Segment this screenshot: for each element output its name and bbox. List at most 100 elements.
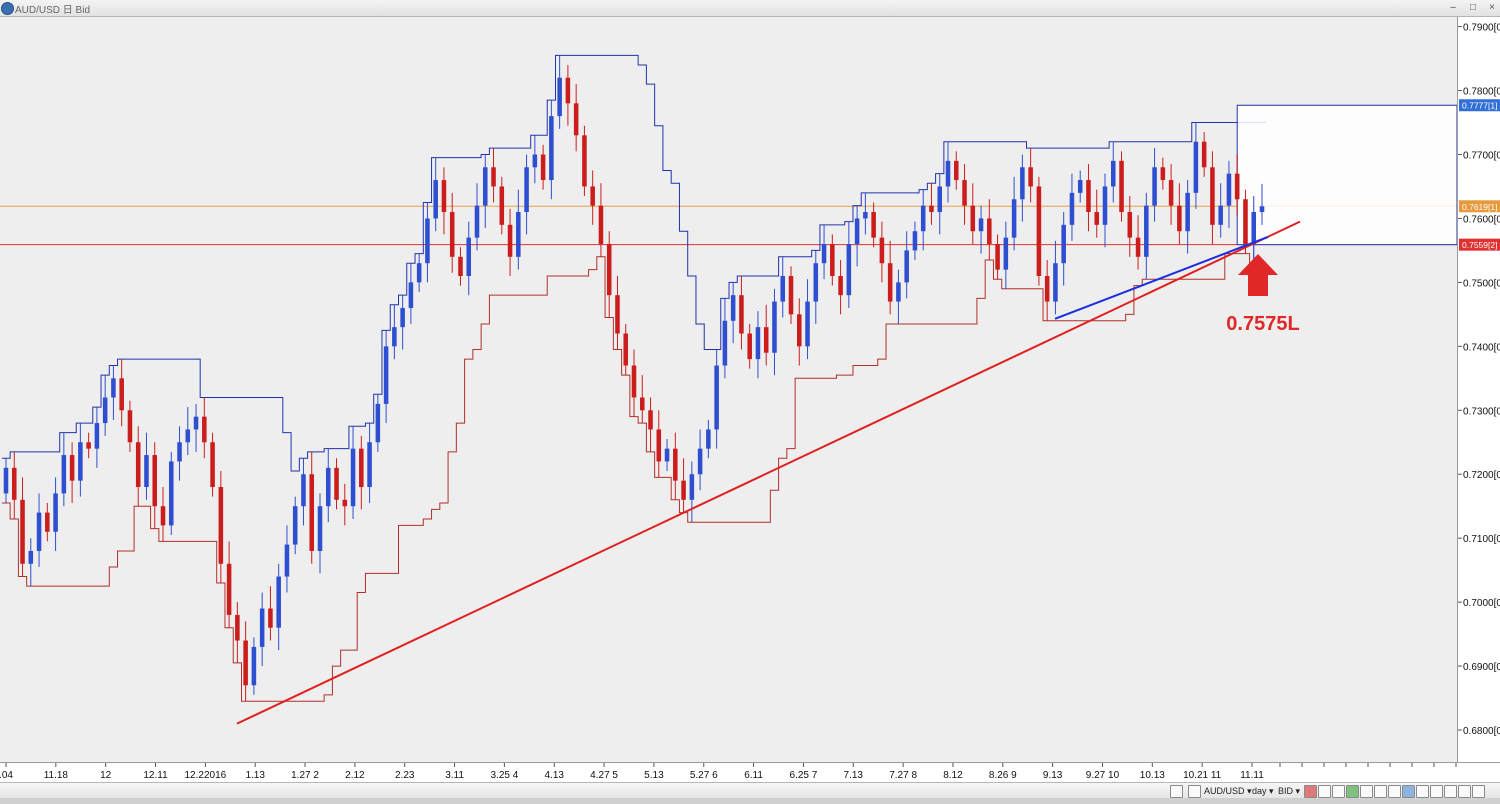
candle-body bbox=[1119, 160, 1124, 213]
magnifier-icon[interactable] bbox=[1472, 785, 1485, 798]
arrow-icon[interactable] bbox=[1444, 785, 1457, 798]
candle-body bbox=[1028, 167, 1033, 187]
candle-body bbox=[102, 397, 108, 424]
scroll-end-icon[interactable] bbox=[1188, 785, 1201, 798]
candle-body bbox=[284, 544, 290, 577]
chart-type-icon[interactable] bbox=[1332, 785, 1345, 798]
candle-body bbox=[1168, 180, 1174, 206]
candle-body bbox=[433, 180, 438, 219]
print-icon[interactable] bbox=[1416, 785, 1429, 798]
crosshair-icon[interactable] bbox=[1360, 785, 1373, 798]
candle-body bbox=[1011, 199, 1017, 238]
candle-body bbox=[342, 499, 348, 507]
candle-body bbox=[1044, 275, 1050, 302]
candle-body bbox=[854, 218, 860, 245]
candle-body bbox=[425, 218, 430, 264]
candle-body bbox=[929, 205, 934, 213]
candle-body bbox=[259, 608, 265, 647]
candle-body bbox=[953, 160, 959, 181]
candle-body bbox=[887, 263, 893, 302]
scroll-handle-icon[interactable] bbox=[1170, 785, 1183, 798]
minimize-icon[interactable]: – bbox=[1450, 2, 1456, 13]
candle-body bbox=[127, 410, 133, 443]
candle-body bbox=[1036, 186, 1042, 276]
candle-body bbox=[1210, 167, 1215, 225]
price-axis[interactable]: 0.7900[0 0.7800[0 0.7700[0 0.7600[0 0.7500[0… bbox=[1457, 17, 1500, 762]
candle-body bbox=[1177, 205, 1182, 232]
time-tick-label: .04 bbox=[0, 770, 13, 781]
chart-toolbar: AUD/USD ▾ day ▾ BID ▾ bbox=[0, 782, 1500, 799]
chart-plot-area[interactable]: 0.7575L bbox=[0, 17, 1458, 762]
candle-body bbox=[135, 442, 141, 488]
candle-body bbox=[458, 256, 463, 276]
candle-body bbox=[904, 250, 909, 283]
line-style-icon[interactable] bbox=[1318, 785, 1331, 798]
candle-body bbox=[540, 154, 546, 181]
candle-body bbox=[780, 275, 786, 302]
candle-style-icon[interactable] bbox=[1304, 785, 1317, 798]
candle-body bbox=[1185, 192, 1190, 232]
candle-body bbox=[292, 506, 298, 545]
candle-body bbox=[606, 244, 612, 296]
candle-body bbox=[805, 301, 810, 347]
candle-body bbox=[846, 244, 852, 296]
candle-body bbox=[871, 212, 876, 238]
candle-body bbox=[772, 301, 777, 353]
candle-body bbox=[995, 244, 1000, 270]
candle-body bbox=[987, 218, 992, 245]
zoom-out-icon[interactable] bbox=[1388, 785, 1401, 798]
time-axis[interactable]: .04 11.18 12 12.11 12.22016 1.13 1.27 2 2.12 2.2… bbox=[0, 762, 1457, 783]
candle-body bbox=[912, 231, 918, 251]
symbol-select[interactable]: AUD/USD ▾ bbox=[1204, 786, 1252, 796]
candle-body bbox=[491, 167, 496, 187]
candle-body bbox=[482, 167, 488, 206]
settings-icon[interactable] bbox=[1430, 785, 1443, 798]
candle-body bbox=[168, 461, 174, 526]
candle-body bbox=[334, 467, 339, 500]
candle-body bbox=[1243, 199, 1248, 245]
price-type-select[interactable]: BID ▾ bbox=[1278, 786, 1301, 796]
candle-body bbox=[1234, 173, 1240, 200]
candle-body bbox=[1251, 212, 1257, 245]
time-tick-label: 10.21 11 bbox=[1183, 770, 1222, 781]
candle-body bbox=[325, 467, 331, 507]
candle-body bbox=[1144, 205, 1149, 257]
time-tick-label: 10.13 bbox=[1140, 770, 1165, 781]
period-select[interactable]: day ▾ bbox=[1252, 786, 1274, 796]
candle-body bbox=[3, 467, 9, 494]
candle-body bbox=[879, 237, 885, 264]
candle-body bbox=[1020, 167, 1025, 200]
candle-body bbox=[144, 455, 149, 488]
candle-body bbox=[20, 499, 25, 564]
candle-body bbox=[813, 263, 819, 302]
time-tick-label: 5.13 bbox=[644, 770, 664, 781]
time-tick-label: 9.27 10 bbox=[1086, 770, 1120, 781]
candle-body bbox=[1218, 205, 1223, 225]
price-tick-label: 0.7600[0 bbox=[1463, 214, 1500, 225]
price-axis-labels: 0.7900[0 0.7800[0 0.7700[0 0.7600[0 0.7500[0… bbox=[1458, 23, 1500, 737]
indicator-icon[interactable] bbox=[1346, 785, 1359, 798]
candle-body bbox=[1094, 212, 1100, 225]
candle-body bbox=[978, 218, 984, 232]
price-tick-label: 0.7700[0 bbox=[1463, 150, 1500, 161]
candle-body bbox=[1135, 237, 1141, 257]
candle-body bbox=[1152, 167, 1157, 206]
price-marker-bg bbox=[1459, 99, 1500, 112]
candle-body bbox=[499, 186, 505, 225]
candle-body bbox=[11, 467, 17, 500]
time-tick-label: 8.26 9 bbox=[989, 770, 1017, 781]
time-tick-label: 4.27 5 bbox=[590, 770, 618, 781]
draw-line-icon[interactable] bbox=[1458, 785, 1471, 798]
save-icon[interactable] bbox=[1402, 785, 1415, 798]
candle-body bbox=[615, 295, 620, 334]
maximize-icon[interactable]: □ bbox=[1469, 2, 1477, 13]
candle-body bbox=[1053, 263, 1058, 302]
time-tick-label: 9.13 bbox=[1043, 770, 1063, 781]
close-icon[interactable]: × bbox=[1489, 2, 1495, 13]
candle-body bbox=[177, 442, 182, 462]
zoom-in-icon[interactable] bbox=[1374, 785, 1387, 798]
time-tick-label: 6.11 bbox=[744, 770, 763, 781]
candle-body bbox=[218, 487, 224, 564]
candle-body bbox=[631, 365, 637, 398]
candle-body bbox=[590, 186, 595, 206]
